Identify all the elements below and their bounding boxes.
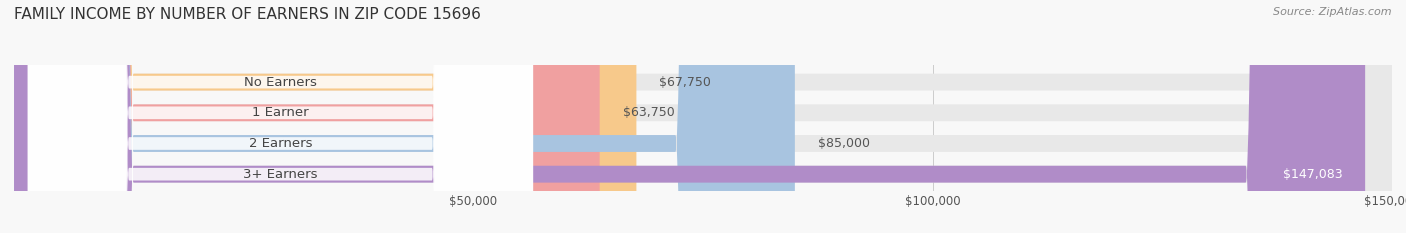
Text: Source: ZipAtlas.com: Source: ZipAtlas.com xyxy=(1274,7,1392,17)
Text: $67,750: $67,750 xyxy=(659,76,711,89)
FancyBboxPatch shape xyxy=(28,0,533,233)
Text: No Earners: No Earners xyxy=(245,76,316,89)
FancyBboxPatch shape xyxy=(14,0,599,233)
Text: $147,083: $147,083 xyxy=(1282,168,1343,181)
FancyBboxPatch shape xyxy=(14,0,1392,233)
FancyBboxPatch shape xyxy=(28,0,533,233)
Text: 1 Earner: 1 Earner xyxy=(252,106,309,119)
FancyBboxPatch shape xyxy=(14,0,1392,233)
Text: 3+ Earners: 3+ Earners xyxy=(243,168,318,181)
FancyBboxPatch shape xyxy=(14,0,1392,233)
Text: $63,750: $63,750 xyxy=(623,106,675,119)
Text: FAMILY INCOME BY NUMBER OF EARNERS IN ZIP CODE 15696: FAMILY INCOME BY NUMBER OF EARNERS IN ZI… xyxy=(14,7,481,22)
FancyBboxPatch shape xyxy=(14,0,637,233)
FancyBboxPatch shape xyxy=(14,0,794,233)
FancyBboxPatch shape xyxy=(28,0,533,233)
Text: $85,000: $85,000 xyxy=(818,137,870,150)
FancyBboxPatch shape xyxy=(14,0,1365,233)
FancyBboxPatch shape xyxy=(14,0,1392,233)
FancyBboxPatch shape xyxy=(28,0,533,233)
Text: 2 Earners: 2 Earners xyxy=(249,137,312,150)
